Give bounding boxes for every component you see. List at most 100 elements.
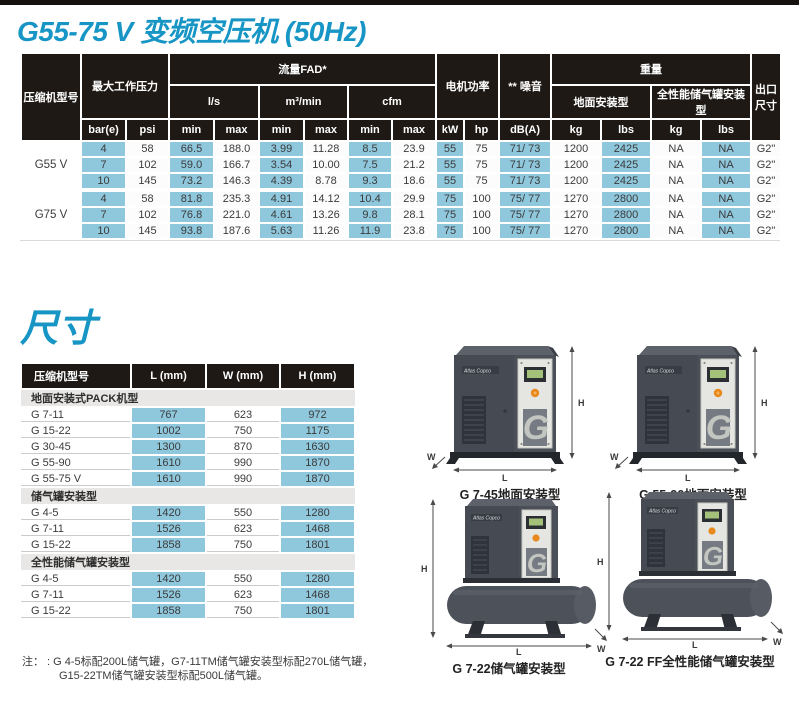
spec-header-unit-cfm: cfm — [346, 84, 438, 120]
spec-value-cell: 1200 — [550, 156, 603, 174]
dims-value-cell: 1420 — [130, 570, 207, 588]
dims-model-cell: G 7-11 — [21, 587, 131, 604]
spec-value-cell: 11.9 — [347, 222, 393, 240]
spec-value-cell: NA — [700, 222, 753, 240]
dims-value-cell: 1002 — [130, 422, 207, 440]
compressor-tank-illustration: Atlas Copco G — [421, 499, 607, 656]
spec-value-cell: NA — [650, 172, 703, 190]
dims-value-cell: 1801 — [279, 602, 356, 620]
spec-value-cell: 14.12 — [303, 190, 349, 208]
spec-value-cell: 13.26 — [303, 206, 349, 224]
spec-row: 7 102 59.0 166.7 3.54 10.00 7.5 21.2 55 75 71/ 73 1… — [21, 156, 783, 174]
dims-group-row: 全性能储气罐安装型 — [21, 552, 355, 572]
compressor-tank-illustration: Atlas Copco G — [597, 492, 783, 649]
spec-header-weight: 重量 — [550, 52, 753, 86]
dims-model-cell: G 55-90 — [21, 455, 131, 472]
dims-model-cell: G 4-5 — [21, 505, 131, 522]
spec-value-cell: NA — [700, 206, 753, 224]
spec-value-cell: 75/ 77 — [498, 190, 553, 208]
spec-value-cell: 4 — [80, 140, 127, 158]
emergency-button — [708, 527, 716, 535]
spec-value-cell: 75 — [435, 222, 466, 240]
dim-label-h: H — [578, 398, 585, 408]
spec-value-cell: 5.63 — [258, 222, 305, 240]
dimensions-section-title: 尺寸 — [20, 308, 97, 350]
spec-value-cell: 3.99 — [258, 140, 305, 158]
spec-value-cell: 10 — [80, 222, 127, 240]
spec-value-cell: 66.5 — [168, 140, 215, 158]
dims-value-cell: 1858 — [130, 536, 207, 554]
spec-header-outlet: 出口尺寸 — [750, 52, 783, 142]
dims-value-cell: 1300 — [130, 438, 207, 456]
spec-value-cell: 188.0 — [213, 140, 260, 158]
spec-value-cell: G2" — [750, 190, 783, 208]
dims-value-cell: 623 — [205, 407, 281, 424]
spec-value-cell: 10.4 — [347, 190, 393, 208]
spec-row: 7 102 76.8 221.0 4.61 13.26 9.8 28.1 75 100 75/ 77… — [21, 206, 783, 224]
dimension-arrows — [430, 499, 607, 649]
dims-value-cell: 1858 — [130, 602, 207, 620]
spec-value-cell: 2800 — [600, 222, 653, 240]
panel-letter: G — [706, 409, 732, 447]
spec-value-cell: 145 — [125, 172, 170, 190]
dims-model-cell: G 15-22 — [21, 423, 131, 440]
dims-group-header: 地面安装式PACK机型 — [21, 388, 355, 408]
spec-subheader: kg — [650, 118, 703, 142]
brand-logo: Atlas Copco — [646, 369, 674, 375]
dims-row: G 7-11 1526 623 1468 — [21, 586, 356, 604]
dim-label-h: H — [761, 398, 768, 408]
spec-value-cell: 11.28 — [303, 140, 349, 158]
spec-subheader: lbs — [700, 118, 753, 142]
spec-header-unit-ls: l/s — [168, 84, 260, 120]
dims-value-cell: 550 — [205, 505, 281, 522]
dims-value-cell: 1870 — [279, 470, 356, 488]
spec-value-cell: 58 — [125, 190, 170, 208]
dims-model-cell: G 15-22 — [21, 603, 131, 620]
spec-subheader: hp — [463, 118, 501, 142]
dims-value-cell: 1801 — [279, 536, 356, 554]
spec-value-cell: 75 — [435, 206, 466, 224]
spec-table-container: 压缩机型号 最大工作压力 流量FAD* 电机功率 ** 噪音 重量 出口尺寸 l… — [19, 52, 783, 241]
spec-value-cell: 7 — [80, 156, 127, 174]
dimension-arrows — [432, 346, 575, 473]
compressor-cabinet: Atlas Copco G — [639, 492, 736, 576]
spec-row: G75 V 4 58 81.8 235.3 4.91 14.12 10.4 29.9 75 100 7… — [20, 190, 783, 240]
spec-value-cell: 75 — [435, 190, 466, 208]
dims-value-cell: 990 — [205, 471, 281, 488]
dims-value-cell: 1610 — [130, 454, 207, 472]
dims-group-row: 地面安装式PACK机型 — [21, 388, 355, 408]
spec-value-cell: 81.8 — [168, 190, 215, 208]
dims-header-row: 压缩机型号 L (mm) W (mm) H (mm) — [20, 362, 356, 390]
spec-value-cell: 145 — [125, 222, 170, 240]
spec-value-cell: 75/ 77 — [498, 206, 553, 224]
footnote: 注： : G 4-5标配200L储气罐，G7-11TM储气罐安装型标配270L储… — [22, 655, 373, 683]
dims-row: G 7-11 1526 623 1468 — [21, 520, 356, 538]
spec-value-cell: 93.8 — [168, 222, 215, 240]
dims-model-cell: G 15-22 — [21, 537, 131, 554]
spec-value-cell: NA — [650, 140, 703, 158]
dims-value-cell: 990 — [205, 455, 281, 472]
dim-label-l: L — [692, 640, 698, 649]
dims-header-l: L (mm) — [130, 362, 207, 390]
spec-value-cell: 75 — [463, 156, 501, 174]
dims-row: G 4-5 1420 550 1280 — [21, 570, 356, 588]
dim-label-l: L — [516, 647, 522, 656]
compressor-cabinet: Atlas Copco G — [446, 346, 564, 464]
spec-table-body: G55 V 4 58 66.5 188.0 3.99 11.28 8.5 23.9 55 75 71/… — [19, 140, 783, 240]
product-caption: G 7-22储气罐安装型 — [452, 662, 566, 676]
spec-value-cell: 1270 — [550, 190, 603, 208]
spec-value-cell: 1200 — [550, 172, 603, 190]
dims-model-cell: G 7-11 — [21, 407, 131, 424]
spec-row: G55 V 4 58 66.5 188.0 3.99 11.28 8.5 23.9 55 75 71/… — [20, 140, 783, 190]
spec-header-row-3: bar(e) psi min max min max min max kW hp… — [21, 118, 781, 142]
spec-value-cell: 7.5 — [347, 156, 393, 174]
dims-group-header: 全性能储气罐安装型 — [21, 552, 355, 572]
spec-value-cell: NA — [700, 140, 753, 158]
dims-row: G 30-45 1300 870 1630 — [21, 438, 356, 456]
spec-value-cell: 10.00 — [303, 156, 349, 174]
spec-value-cell: 2425 — [600, 156, 653, 174]
compressor-floor-illustration: Atlas Copco G H L — [610, 346, 768, 482]
dims-value-cell: 750 — [205, 423, 281, 440]
dims-value-cell: 1468 — [279, 586, 356, 604]
dims-value-cell: 1280 — [279, 504, 356, 522]
